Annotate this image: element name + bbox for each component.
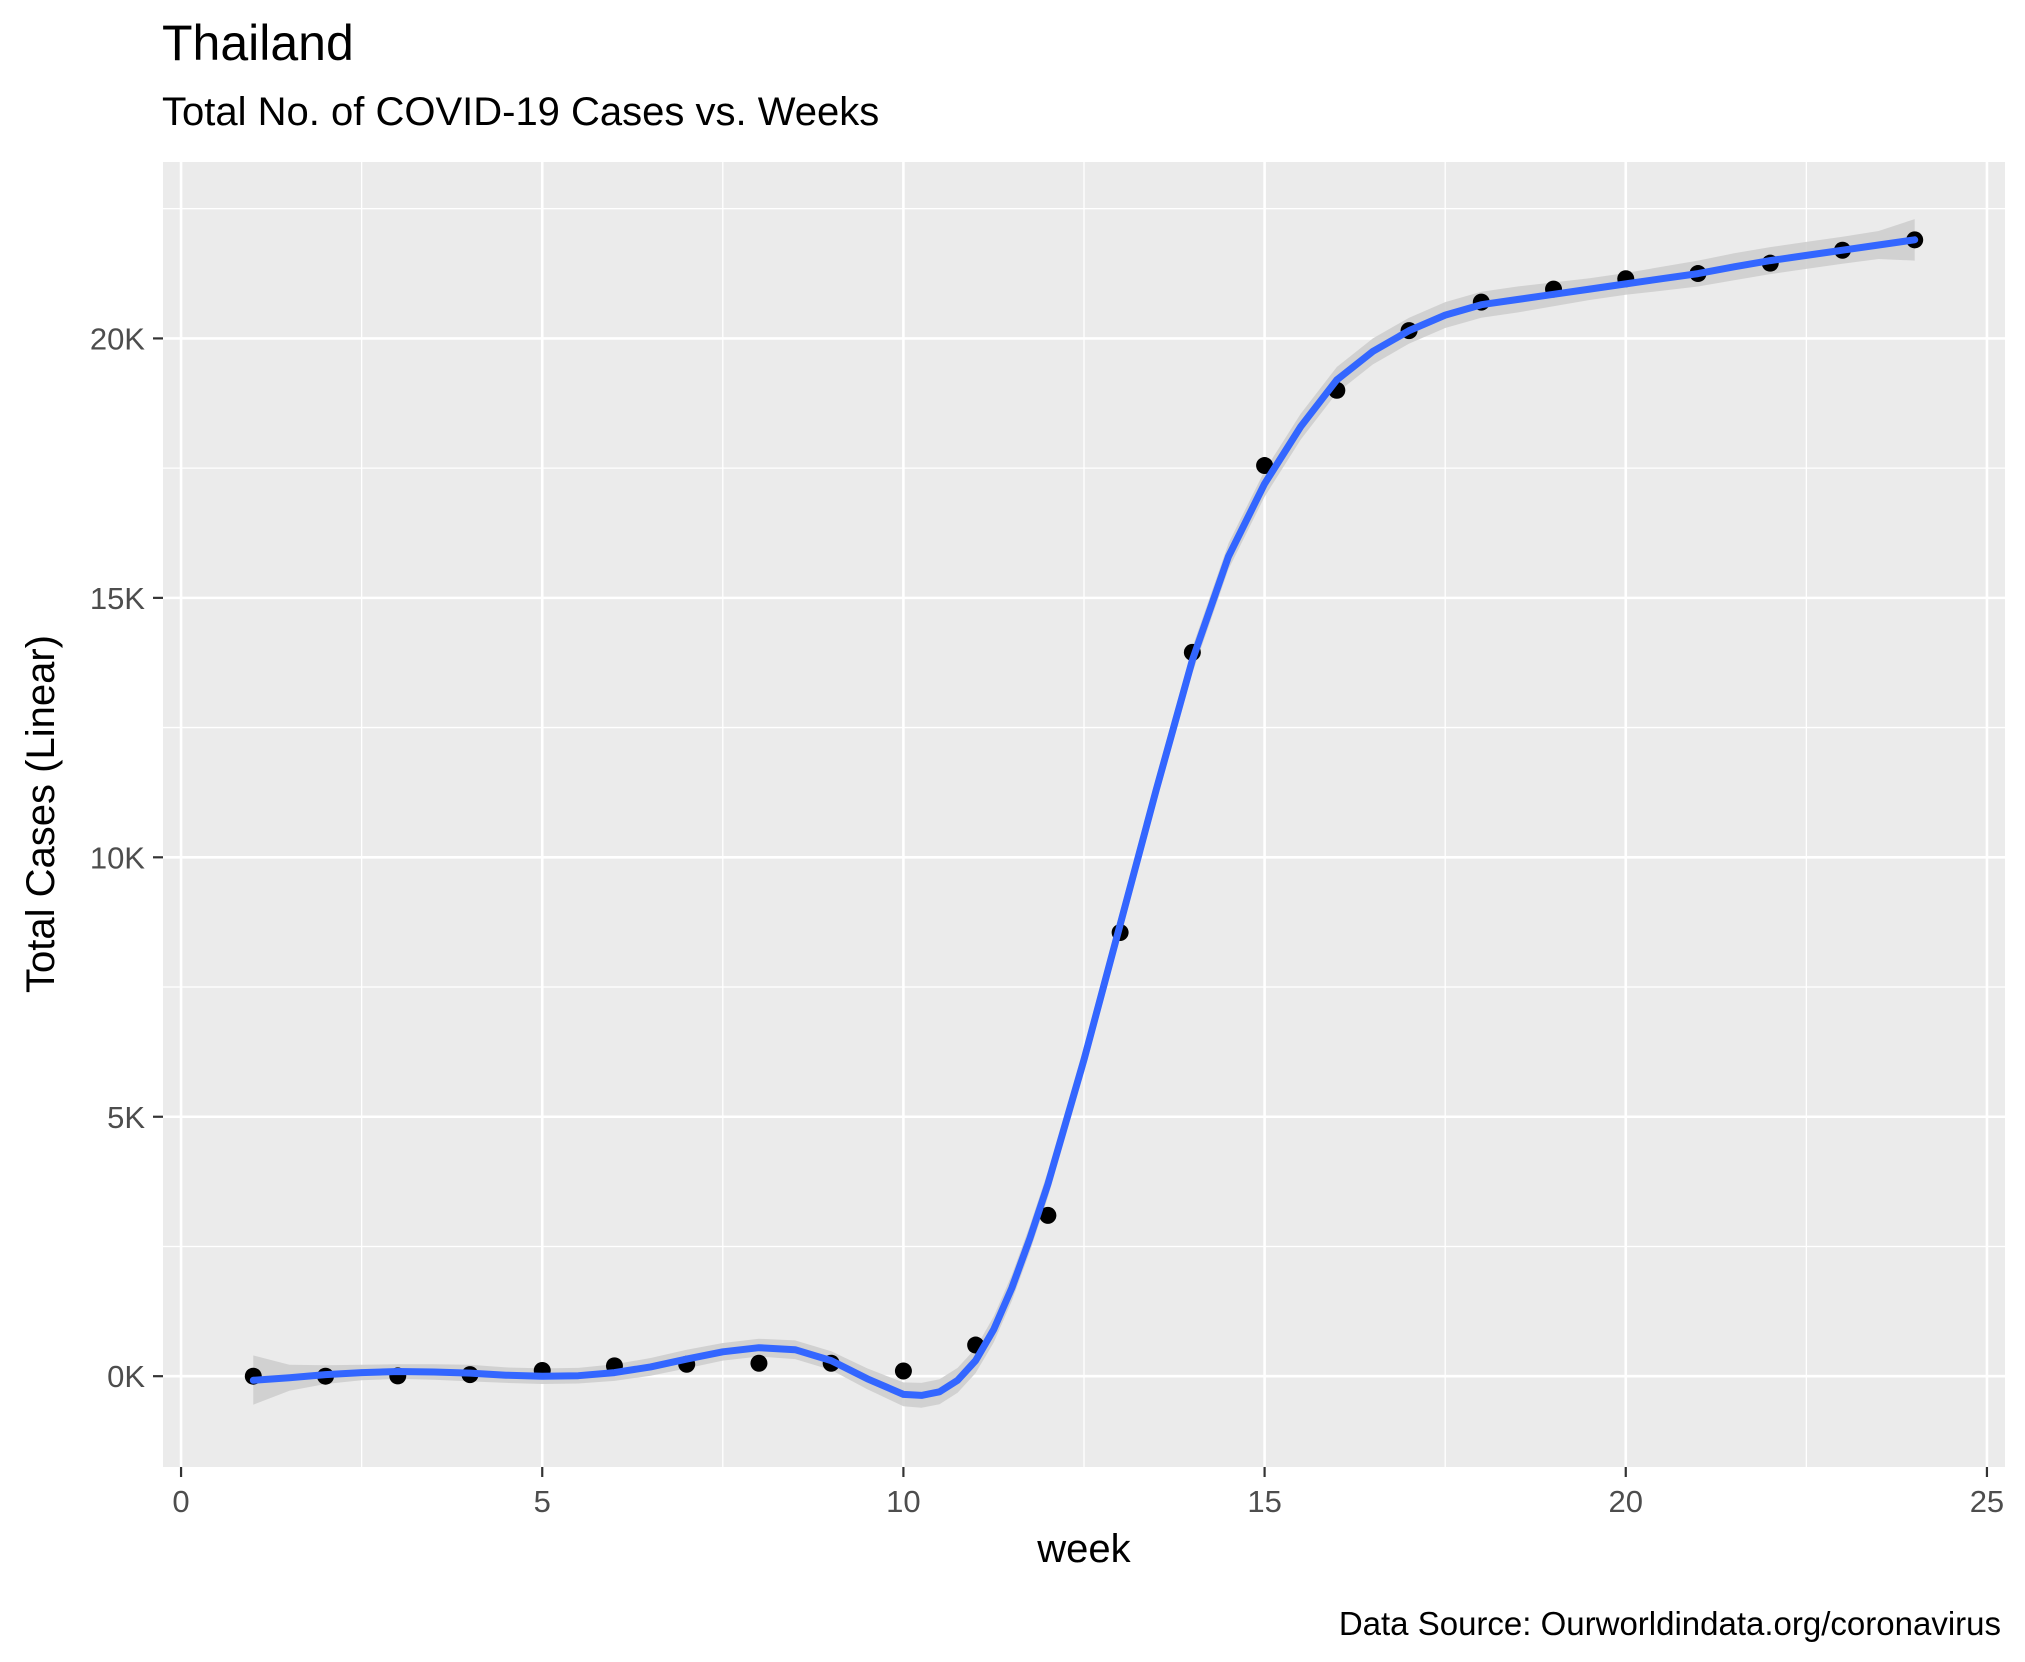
data-point [750, 1354, 768, 1372]
smooth-curve [249, 236, 1919, 1399]
data-source-caption: Data Source: Ourworldindata.org/coronavi… [1338, 1605, 2001, 1642]
y-tick-label: 0K [107, 1359, 145, 1394]
y-tick-label: 15K [90, 581, 145, 616]
axes: 0 5 10 15 20 25 0K 5K 10K 15K 20K [90, 321, 2004, 1519]
x-tick-label: 15 [1247, 1484, 1281, 1519]
major-gridlines [163, 162, 2005, 1467]
chart-title: Thailand [162, 15, 354, 71]
x-tick-label: 25 [1970, 1484, 2004, 1519]
y-tick-label: 20K [90, 321, 145, 356]
y-tick-label: 10K [90, 840, 145, 875]
minor-gridlines [163, 162, 2005, 1467]
chart-subtitle: Total No. of COVID-19 Cases vs. Weeks [162, 90, 880, 134]
data-point [1256, 457, 1274, 475]
data-point [1039, 1206, 1057, 1224]
x-tick-label: 10 [886, 1484, 920, 1519]
data-point [894, 1362, 912, 1380]
x-tick-label: 0 [172, 1484, 189, 1519]
y-tick-label: 5K [107, 1100, 145, 1135]
x-tick-label: 5 [534, 1484, 551, 1519]
x-tick-label: 20 [1609, 1484, 1643, 1519]
y-axis-title: Total Cases (Linear) [19, 635, 63, 993]
x-axis-title: week [1036, 1527, 1131, 1571]
